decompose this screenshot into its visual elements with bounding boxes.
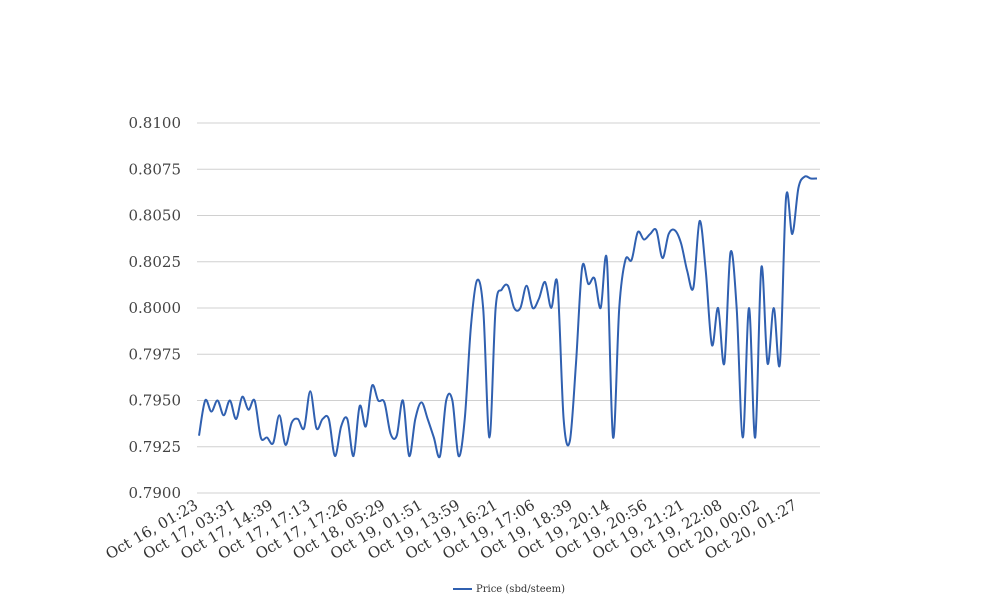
y-tick-label: 0.8050 — [129, 207, 182, 225]
y-axis-ticks: 0.7900 0.7925 0.7950 0.7975 0.8000 0.8025 0.80… — [129, 114, 182, 502]
legend-label: Price (sbd/steem) — [476, 584, 565, 595]
series-line-price — [198, 175, 818, 459]
y-tick-label: 0.8025 — [129, 253, 182, 271]
y-tick-label: 0.8100 — [129, 114, 182, 132]
y-tick-label: 0.8075 — [129, 160, 182, 178]
legend: Price (sbd/steem) — [453, 584, 565, 595]
gridlines — [197, 122, 820, 494]
y-tick-label: 0.8000 — [129, 299, 182, 317]
series-layer — [198, 175, 818, 459]
y-tick-label: 0.7900 — [129, 484, 182, 502]
y-tick-label: 0.7925 — [129, 438, 182, 456]
y-tick-label: 0.7975 — [129, 345, 182, 363]
y-tick-label: 0.7950 — [129, 392, 182, 410]
